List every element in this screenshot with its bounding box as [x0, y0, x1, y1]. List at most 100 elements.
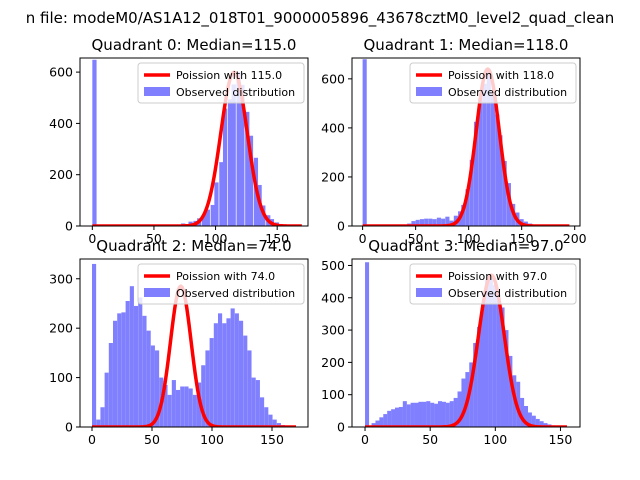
histogram-bar — [410, 402, 415, 427]
histogram-bar — [477, 326, 482, 427]
histogram-bar — [432, 219, 437, 226]
histogram-bar — [437, 401, 443, 427]
x-tick-label: 100 — [483, 432, 507, 447]
histogram-bar — [243, 335, 248, 427]
histogram-bar — [188, 388, 193, 427]
legend-observed-swatch — [416, 288, 442, 297]
histogram-bar — [445, 216, 450, 226]
legend-observed-swatch — [144, 288, 170, 297]
histogram-bar — [231, 84, 236, 226]
histogram-bar — [375, 420, 380, 427]
y-tick-label: 0 — [337, 420, 345, 435]
legend-box — [137, 263, 305, 305]
histogram-bar — [465, 189, 470, 226]
histogram-bar — [117, 313, 122, 427]
histogram-bar — [365, 262, 370, 427]
legend: Poission with 74.0 Observed distribution — [137, 263, 305, 305]
x-tick-label: 150 — [510, 231, 534, 246]
poisson-fit-line — [91, 284, 297, 427]
histogram-bar — [520, 397, 525, 427]
histogram-bar — [180, 386, 185, 427]
y-tick-label: 600 — [321, 71, 345, 86]
histogram-bar — [240, 84, 245, 226]
histogram-bar — [394, 407, 400, 427]
legend-observed-label: Observed distribution — [176, 287, 295, 300]
histogram-bar — [492, 284, 497, 427]
histogram-bar — [146, 330, 151, 427]
histogram-bar — [155, 350, 160, 427]
histogram-bar — [424, 218, 429, 226]
histogram-bar — [461, 378, 466, 427]
histogram-bar — [184, 386, 189, 427]
panel-quadrant-1: 0 50 100 150 200 0 200 400 600 Quadrant 1: Median… — [321, 36, 587, 246]
histogram-bar — [441, 401, 446, 427]
histogram-bar — [142, 315, 147, 427]
y-tick-label: 200 — [49, 321, 73, 336]
histogram-bar — [201, 365, 206, 427]
legend-box — [409, 62, 577, 104]
y-tick-label: 200 — [321, 355, 345, 370]
histogram-bar — [104, 372, 109, 427]
legend: Poission with 115.0 Observed distribution — [137, 62, 305, 104]
histogram-bar — [218, 313, 223, 427]
histogram-bar — [411, 221, 416, 226]
x-tick-label: 150 — [549, 432, 573, 447]
histogram-bar — [535, 418, 540, 427]
histogram-bar — [506, 183, 511, 226]
histogram-bar — [121, 312, 126, 427]
histogram-bar — [205, 350, 210, 427]
y-tick-label: 0 — [337, 219, 345, 234]
histogram-bar — [508, 355, 513, 427]
y-tick-label: 400 — [321, 120, 345, 135]
histogram-bar — [383, 414, 388, 427]
legend-observed-swatch — [144, 87, 170, 96]
histogram-bar — [490, 93, 496, 226]
histogram-bar — [251, 377, 256, 427]
histogram-bar — [205, 209, 210, 226]
histogram-bar — [426, 401, 431, 427]
histogram-bar — [391, 409, 396, 427]
histogram-bar — [478, 98, 483, 226]
histogram-bar — [230, 308, 235, 427]
panel-title: Quadrant 1: Median=118.0 — [364, 36, 569, 54]
x-tick-label: 0 — [359, 231, 367, 246]
x-tick-label: 100 — [204, 231, 228, 246]
histogram-bar — [453, 397, 458, 427]
histogram-bar — [192, 394, 197, 427]
histogram-bar — [209, 338, 214, 427]
histogram-bar — [176, 389, 181, 427]
y-tick-label: 200 — [321, 169, 345, 184]
legend-box — [137, 62, 305, 104]
histogram-bar — [496, 294, 501, 427]
histogram-bar — [488, 275, 493, 427]
histogram-bar — [531, 415, 536, 427]
x-tick-label: 150 — [260, 432, 284, 447]
y-tick-label: 0 — [65, 219, 73, 234]
histogram-bar — [473, 343, 478, 427]
histogram-bar — [543, 423, 548, 427]
histogram-bar — [245, 111, 250, 226]
legend: Poission with 97.0 Observed distribution — [409, 263, 577, 305]
histogram-bar — [96, 419, 101, 427]
axes-frame — [351, 57, 581, 227]
histogram-bar — [227, 99, 233, 226]
histogram-bar — [210, 204, 215, 226]
histogram-bar — [213, 323, 218, 427]
histogram-bar — [236, 72, 241, 226]
legend-observed-swatch — [416, 87, 442, 96]
histogram-bar — [387, 410, 392, 427]
histogram-bar — [150, 345, 155, 427]
x-tick-label: 0 — [88, 231, 96, 246]
histogram-bar — [500, 307, 505, 427]
y-tick-label: 400 — [321, 290, 345, 305]
histogram-bar — [379, 417, 384, 427]
x-tick-label: 100 — [457, 231, 481, 246]
histogram-bar — [482, 83, 487, 226]
histogram-bar — [272, 419, 277, 427]
legend-observed-label: Observed distribution — [176, 86, 295, 99]
histogram-bar — [473, 121, 479, 226]
histogram-bar — [498, 135, 503, 226]
x-tick-label: 200 — [563, 231, 587, 246]
histogram-bar — [402, 401, 407, 427]
